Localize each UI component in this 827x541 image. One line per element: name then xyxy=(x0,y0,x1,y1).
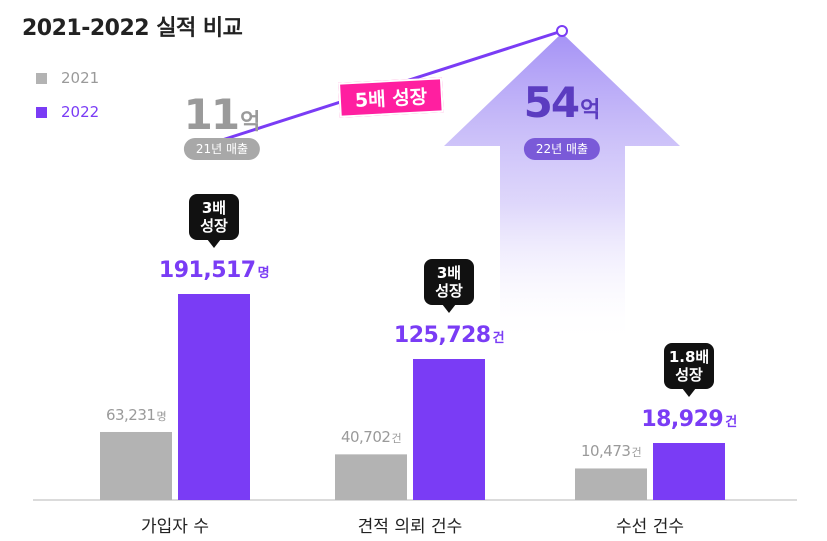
growth-badge-2: 1.8배 성장 xyxy=(664,343,714,397)
category-label-1: 견적 의뢰 건수 xyxy=(357,517,463,537)
revenue-2022-value: 54억 xyxy=(524,78,601,127)
legend-item-2022: 2022 xyxy=(36,102,99,122)
legend-swatch-2022 xyxy=(36,106,47,118)
bar-2021-1 xyxy=(335,454,407,500)
value-2022-unit: 건 xyxy=(725,415,737,430)
value-2021-unit: 건 xyxy=(631,446,642,460)
value-2021-text: 40,702 xyxy=(340,428,391,447)
value-2021-unit: 명 xyxy=(156,409,167,423)
bar-2021-2 xyxy=(575,468,647,500)
value-2021-text: 10,473 xyxy=(580,442,631,461)
legend-swatch-2021 xyxy=(36,72,47,84)
growth-badge-text: 성장 xyxy=(435,282,463,300)
growth-badge-1: 3배 성장 xyxy=(424,259,474,313)
bars-group xyxy=(100,294,725,500)
growth-arrow xyxy=(444,33,680,345)
bar-2021-0 xyxy=(100,431,172,500)
legend: 2021 2022 xyxy=(36,68,99,136)
growth-badge-0: 3배 성장 xyxy=(189,194,239,248)
growth-badge-ratio: 3배 xyxy=(201,199,227,217)
value-label-2022-2: 18,929 건 xyxy=(641,407,737,432)
value-2022-unit: 명 xyxy=(257,266,270,281)
growth-badge-text: 성장 xyxy=(200,217,228,235)
revenue-2022-number: 54 xyxy=(523,78,580,127)
growth-badge-ratio: 3배 xyxy=(436,264,462,282)
value-2022-text: 18,929 xyxy=(641,407,724,432)
category-label-0: 가입자 수 xyxy=(141,517,209,537)
value-2022-unit: 건 xyxy=(492,331,505,346)
growth-badge-text: 성장 xyxy=(675,366,703,384)
bar-2022-2 xyxy=(653,443,725,500)
legend-label-2022: 2022 xyxy=(61,103,100,121)
legend-label-2021: 2021 xyxy=(61,69,100,87)
value-2022-text: 191,517 xyxy=(158,258,256,283)
chart-title: 2021-2022 실적 비교 xyxy=(22,16,243,41)
value-2021-unit: 건 xyxy=(391,432,402,446)
revenue-2021-pill: 21년 매출 xyxy=(183,138,261,160)
revenue-2022-unit: 억 xyxy=(580,98,601,123)
revenue-growth-label: 5배 성장 xyxy=(338,77,444,118)
value-label-2022-0: 191,517 명 xyxy=(158,258,270,283)
value-label-2021-1: 40,702건 xyxy=(340,428,402,447)
value-label-2021-2: 10,473건 xyxy=(580,442,642,461)
value-2021-text: 63,231 xyxy=(105,405,156,424)
bar-2022-0 xyxy=(178,294,250,500)
revenue-2021-value: 11억 xyxy=(184,90,261,139)
legend-item-2021: 2021 xyxy=(36,68,99,88)
value-label-2021-0: 63,231명 xyxy=(105,405,167,424)
revenue-2021-unit: 억 xyxy=(240,110,261,135)
category-label-2: 수선 건수 xyxy=(616,517,684,537)
revenue-2022-pill: 22년 매출 xyxy=(523,138,601,160)
revenue-trend-endpoint xyxy=(556,25,568,37)
value-label-2022-1: 125,728 건 xyxy=(393,323,505,348)
revenue-2021-number: 11 xyxy=(183,90,240,139)
value-2022-text: 125,728 xyxy=(393,323,491,348)
bar-2022-1 xyxy=(413,359,485,500)
growth-badge-ratio: 1.8배 xyxy=(668,348,710,366)
